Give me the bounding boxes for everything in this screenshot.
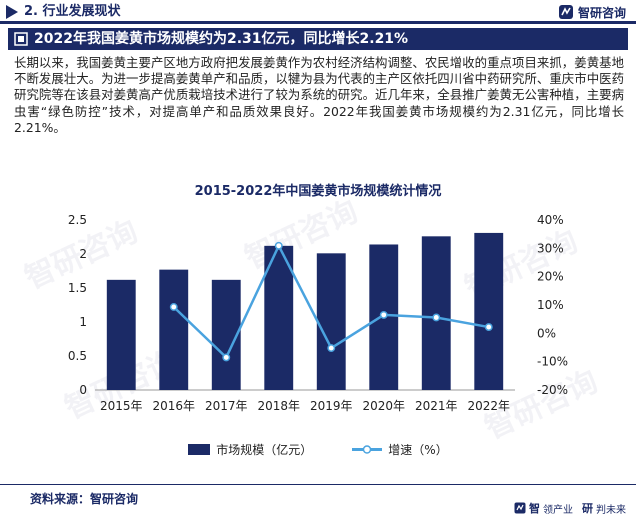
legend-item-line: 增速（%） [352,441,448,458]
bar [421,236,451,390]
body-paragraph: 长期以来，我国姜黄主要产区地方政府把发展姜黄作为农村经济结构调整、农民增收的重点… [14,55,624,135]
headline-banner: 2022年我国姜黄市场规模约为2.31亿元，同比增长2.21% [8,28,628,50]
left-axis-tick-label: 1.5 [68,281,87,295]
brand-logo-icon [558,5,573,19]
left-axis-tick-label: 0.5 [68,349,87,363]
right-axis-tick-label: -20% [537,383,568,397]
footer-logo-icon [514,502,526,514]
chart-title: 2015-2022年中国姜黄市场规模统计情况 [194,184,442,199]
growth-point [484,323,493,332]
left-axis-tick-label: 2 [79,247,87,261]
footer-brand-b: 领产业 [543,504,573,516]
right-axis-tick-label: 20% [537,270,564,284]
footer-divider [0,484,636,485]
left-axis-tick-label: 2.5 [68,213,87,227]
headline-marker-icon [14,32,28,46]
headline-text: 2022年我国姜黄市场规模约为2.31亿元，同比增长2.21% [34,31,409,47]
source-label: 资料来源： [30,492,91,506]
legend-line-swatch [352,444,383,454]
legend-label: 增速（%） [388,442,448,457]
left-axis-tick-label: 1 [79,315,87,329]
right-axis-tick-label: 10% [537,298,564,312]
brand-name: 智研咨询 [577,5,626,20]
footer-brand-c: 研 [582,502,593,515]
left-axis-tick-label: 0 [79,383,87,397]
section-title: 2. 行业发展现状 [24,4,121,19]
x-axis-tick-label: 2020年 [362,399,405,413]
bar [264,245,294,390]
bar [106,279,136,390]
legend-item-bar: 市场规模（亿元） [188,441,312,458]
footer-brand: 智领产业 研判未来 [514,500,626,516]
x-axis-tick-label: 2018年 [257,399,300,413]
section-header: 2. 行业发展现状 智研咨询 [0,0,636,24]
right-axis-tick-label: 0% [537,326,556,340]
legend-label: 市场规模（亿元） [216,442,313,457]
growth-point [432,313,441,322]
right-axis-tick-label: 40% [537,213,564,227]
growth-point [169,303,178,311]
x-axis-tick-label: 2021年 [415,399,458,413]
x-axis-tick-label: 2015年 [100,399,143,413]
legend-bar-swatch [188,443,211,455]
right-axis-tick-label: -10% [537,355,568,369]
x-axis-tick-label: 2017年 [205,399,248,413]
bar [316,253,346,390]
bar [474,232,504,390]
x-axis-tick-label: 2022年 [467,399,510,413]
footer-brand-d: 判未来 [596,504,626,516]
source-value: 智研咨询 [90,492,139,506]
section-marker-icon [6,5,18,19]
growth-point [379,310,388,319]
chart-legend: 市场规模（亿元） 增速（%） [0,440,636,458]
brand: 智研咨询 [558,3,626,21]
x-axis-tick-label: 2019年 [310,399,353,413]
x-axis-tick-label: 2016年 [152,399,195,413]
right-axis-tick-label: 30% [537,241,564,255]
footer-brand-a: 智 [529,502,540,515]
growth-point [222,353,231,362]
bar [159,269,189,390]
source-note: 资料来源：智研咨询 [30,490,138,507]
growth-point [274,241,283,250]
growth-point [327,344,336,353]
